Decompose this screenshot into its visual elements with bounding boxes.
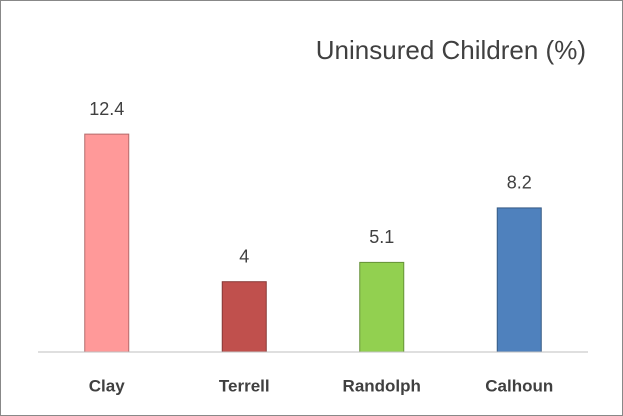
bar — [221, 281, 267, 353]
data-label: 5.1 — [369, 227, 394, 247]
bar — [496, 207, 542, 353]
data-label: 4 — [239, 246, 249, 266]
bar — [84, 133, 130, 353]
data-label: 8.2 — [507, 173, 532, 193]
x-tick-label: Calhoun — [485, 376, 553, 395]
data-label: 12.4 — [89, 99, 124, 119]
bar — [359, 261, 405, 353]
x-tick-label: Terrell — [219, 376, 270, 395]
chart-title: Uninsured Children (%) — [316, 35, 586, 65]
x-tick-label: Clay — [89, 376, 125, 395]
x-tick-label: Randolph — [343, 376, 421, 395]
